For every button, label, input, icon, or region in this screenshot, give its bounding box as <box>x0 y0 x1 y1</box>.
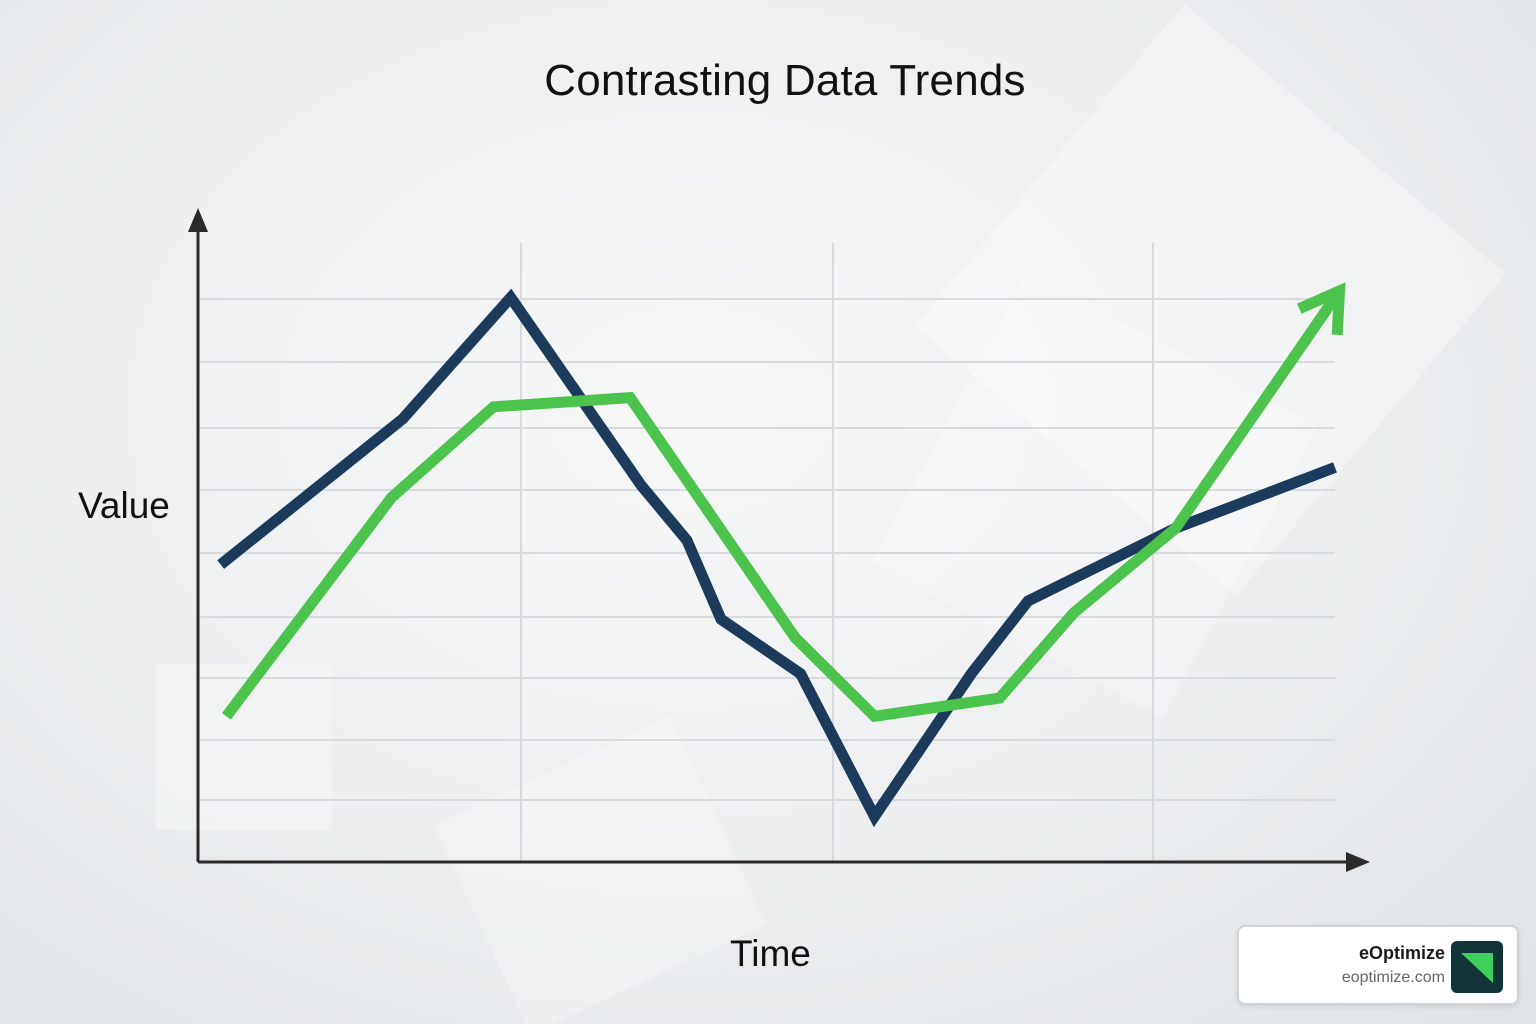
series-lines <box>217 282 1346 828</box>
y-axis-arrow-icon <box>188 208 208 232</box>
x-axis-label: Time <box>730 933 811 974</box>
trend-arrow-icon <box>1297 282 1346 336</box>
brand-url: eoptimize.com <box>1341 969 1445 986</box>
brand-name: eOptimize <box>1358 943 1445 963</box>
axes <box>188 208 1370 872</box>
x-axis-arrow-icon <box>1346 852 1370 872</box>
series-line-green <box>222 294 1340 723</box>
chart-title: Contrasting Data Trends <box>544 56 1026 105</box>
y-axis-label: Value <box>78 485 170 526</box>
eoptimize-logo-icon <box>1451 941 1503 993</box>
series-line-navy <box>217 288 1337 828</box>
grid <box>198 243 1335 862</box>
brand-watermark: eOptimize eoptimize.com <box>1237 925 1519 1005</box>
